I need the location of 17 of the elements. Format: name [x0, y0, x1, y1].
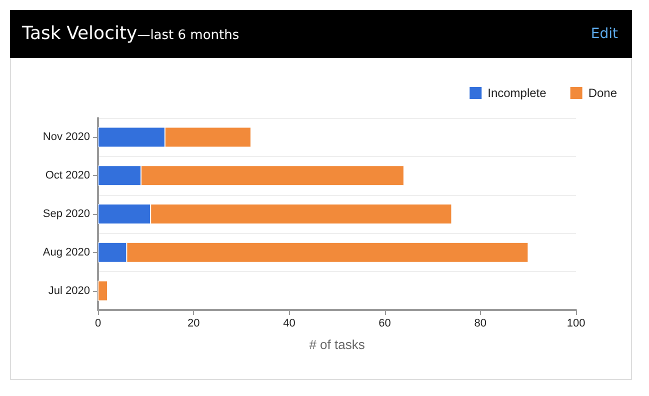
chart-subtitle: —last 6 months: [137, 28, 240, 43]
x-axis-title: # of tasks: [309, 337, 366, 352]
y-tick-label: Jul 2020: [48, 284, 90, 297]
legend-label: Done: [588, 86, 618, 100]
y-tick-label: Sep 2020: [42, 208, 90, 220]
y-tick-label: Nov 2020: [42, 131, 90, 144]
x-tick-label: 20: [187, 318, 200, 330]
x-tick-label: 60: [378, 318, 391, 330]
y-tick-label: Oct 2020: [45, 170, 90, 182]
x-tick-label: 100: [566, 318, 586, 330]
text: Edit: [590, 26, 618, 42]
legend-label: Incomplete: [488, 86, 547, 100]
bar: [98, 280, 108, 301]
x-tick-label: 80: [474, 318, 487, 330]
x-tick-label: 0: [94, 318, 102, 330]
x-tick-label: 40: [283, 318, 296, 330]
y-tick-label: Aug 2020: [42, 246, 90, 258]
